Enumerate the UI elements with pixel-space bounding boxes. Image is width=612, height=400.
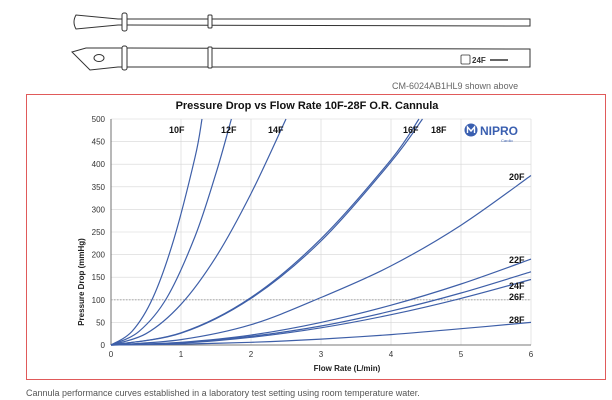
x-tick-label: 2	[249, 350, 254, 359]
x-tick-label: 5	[459, 350, 464, 359]
cannula-drawing: 24F	[71, 12, 531, 71]
y-tick-label: 250	[92, 228, 106, 237]
cannula-size-marking: 24F	[472, 56, 486, 65]
y-tick-label: 50	[96, 318, 105, 327]
cannula-marking: 24F	[460, 54, 508, 65]
x-tick-label: 3	[319, 350, 324, 359]
series-label-10f: 10F	[169, 125, 185, 135]
series-label-12f: 12F	[221, 125, 237, 135]
series-line-10f	[110, 118, 203, 346]
y-tick-label: 400	[92, 160, 106, 169]
series-label-16f: 16F	[403, 125, 419, 135]
series-layer	[110, 118, 532, 346]
series-line-28f	[110, 321, 532, 346]
series-label-26f: 26F	[509, 292, 525, 302]
x-tick-label: 0	[109, 350, 114, 359]
x-tick-label: 6	[529, 350, 534, 359]
series-line-14f	[110, 118, 287, 346]
series-line-12f	[110, 118, 232, 346]
series-label-14f: 14F	[268, 125, 284, 135]
pressure-drop-chart: Pressure Drop vs Flow Rate 10F-28F O.R. …	[77, 100, 534, 373]
chart-title: Pressure Drop vs Flow Rate 10F-28F O.R. …	[176, 100, 440, 112]
series-label-20f: 20F	[509, 172, 525, 182]
y-tick-label: 100	[92, 296, 106, 305]
x-ticks: 0 1 2 3 4 5 6	[109, 350, 534, 359]
series-label-24f: 24F	[509, 281, 525, 291]
x-axis-label: Flow Rate (L/min)	[314, 364, 381, 373]
y-tick-label: 300	[92, 205, 106, 214]
model-caption: CM-6024AB1HL9 shown above	[392, 81, 519, 91]
y-tick-label: 350	[92, 183, 106, 192]
x-tick-label: 1	[179, 350, 184, 359]
x-tick-label: 4	[389, 350, 394, 359]
y-tick-label: 200	[92, 251, 106, 260]
logo-brand: NIPRO	[480, 124, 518, 138]
y-tick-label: 500	[92, 115, 106, 124]
y-tick-label: 450	[92, 138, 106, 147]
series-line-20f	[110, 175, 532, 346]
y-axis-label: Pressure Drop (mmHg)	[77, 238, 86, 326]
y-ticks: 0 50 100 150 200 250 300 350 400 450 500	[92, 115, 106, 350]
series-line-18f	[110, 118, 423, 346]
series-line-26f	[110, 278, 532, 346]
series-label-22f: 22F	[509, 255, 525, 265]
y-tick-label: 150	[92, 273, 106, 282]
logo-sub: Cardio	[501, 138, 514, 143]
series-label-28f: 28F	[509, 315, 525, 325]
chart-frame: Pressure Drop vs Flow Rate 10F-28F O.R. …	[26, 94, 606, 380]
series-label-18f: 18F	[431, 125, 447, 135]
footer-note: Cannula performance curves established i…	[26, 388, 420, 398]
y-tick-label: 0	[101, 341, 106, 350]
nipro-logo: NIPRO Cardio	[464, 123, 518, 143]
